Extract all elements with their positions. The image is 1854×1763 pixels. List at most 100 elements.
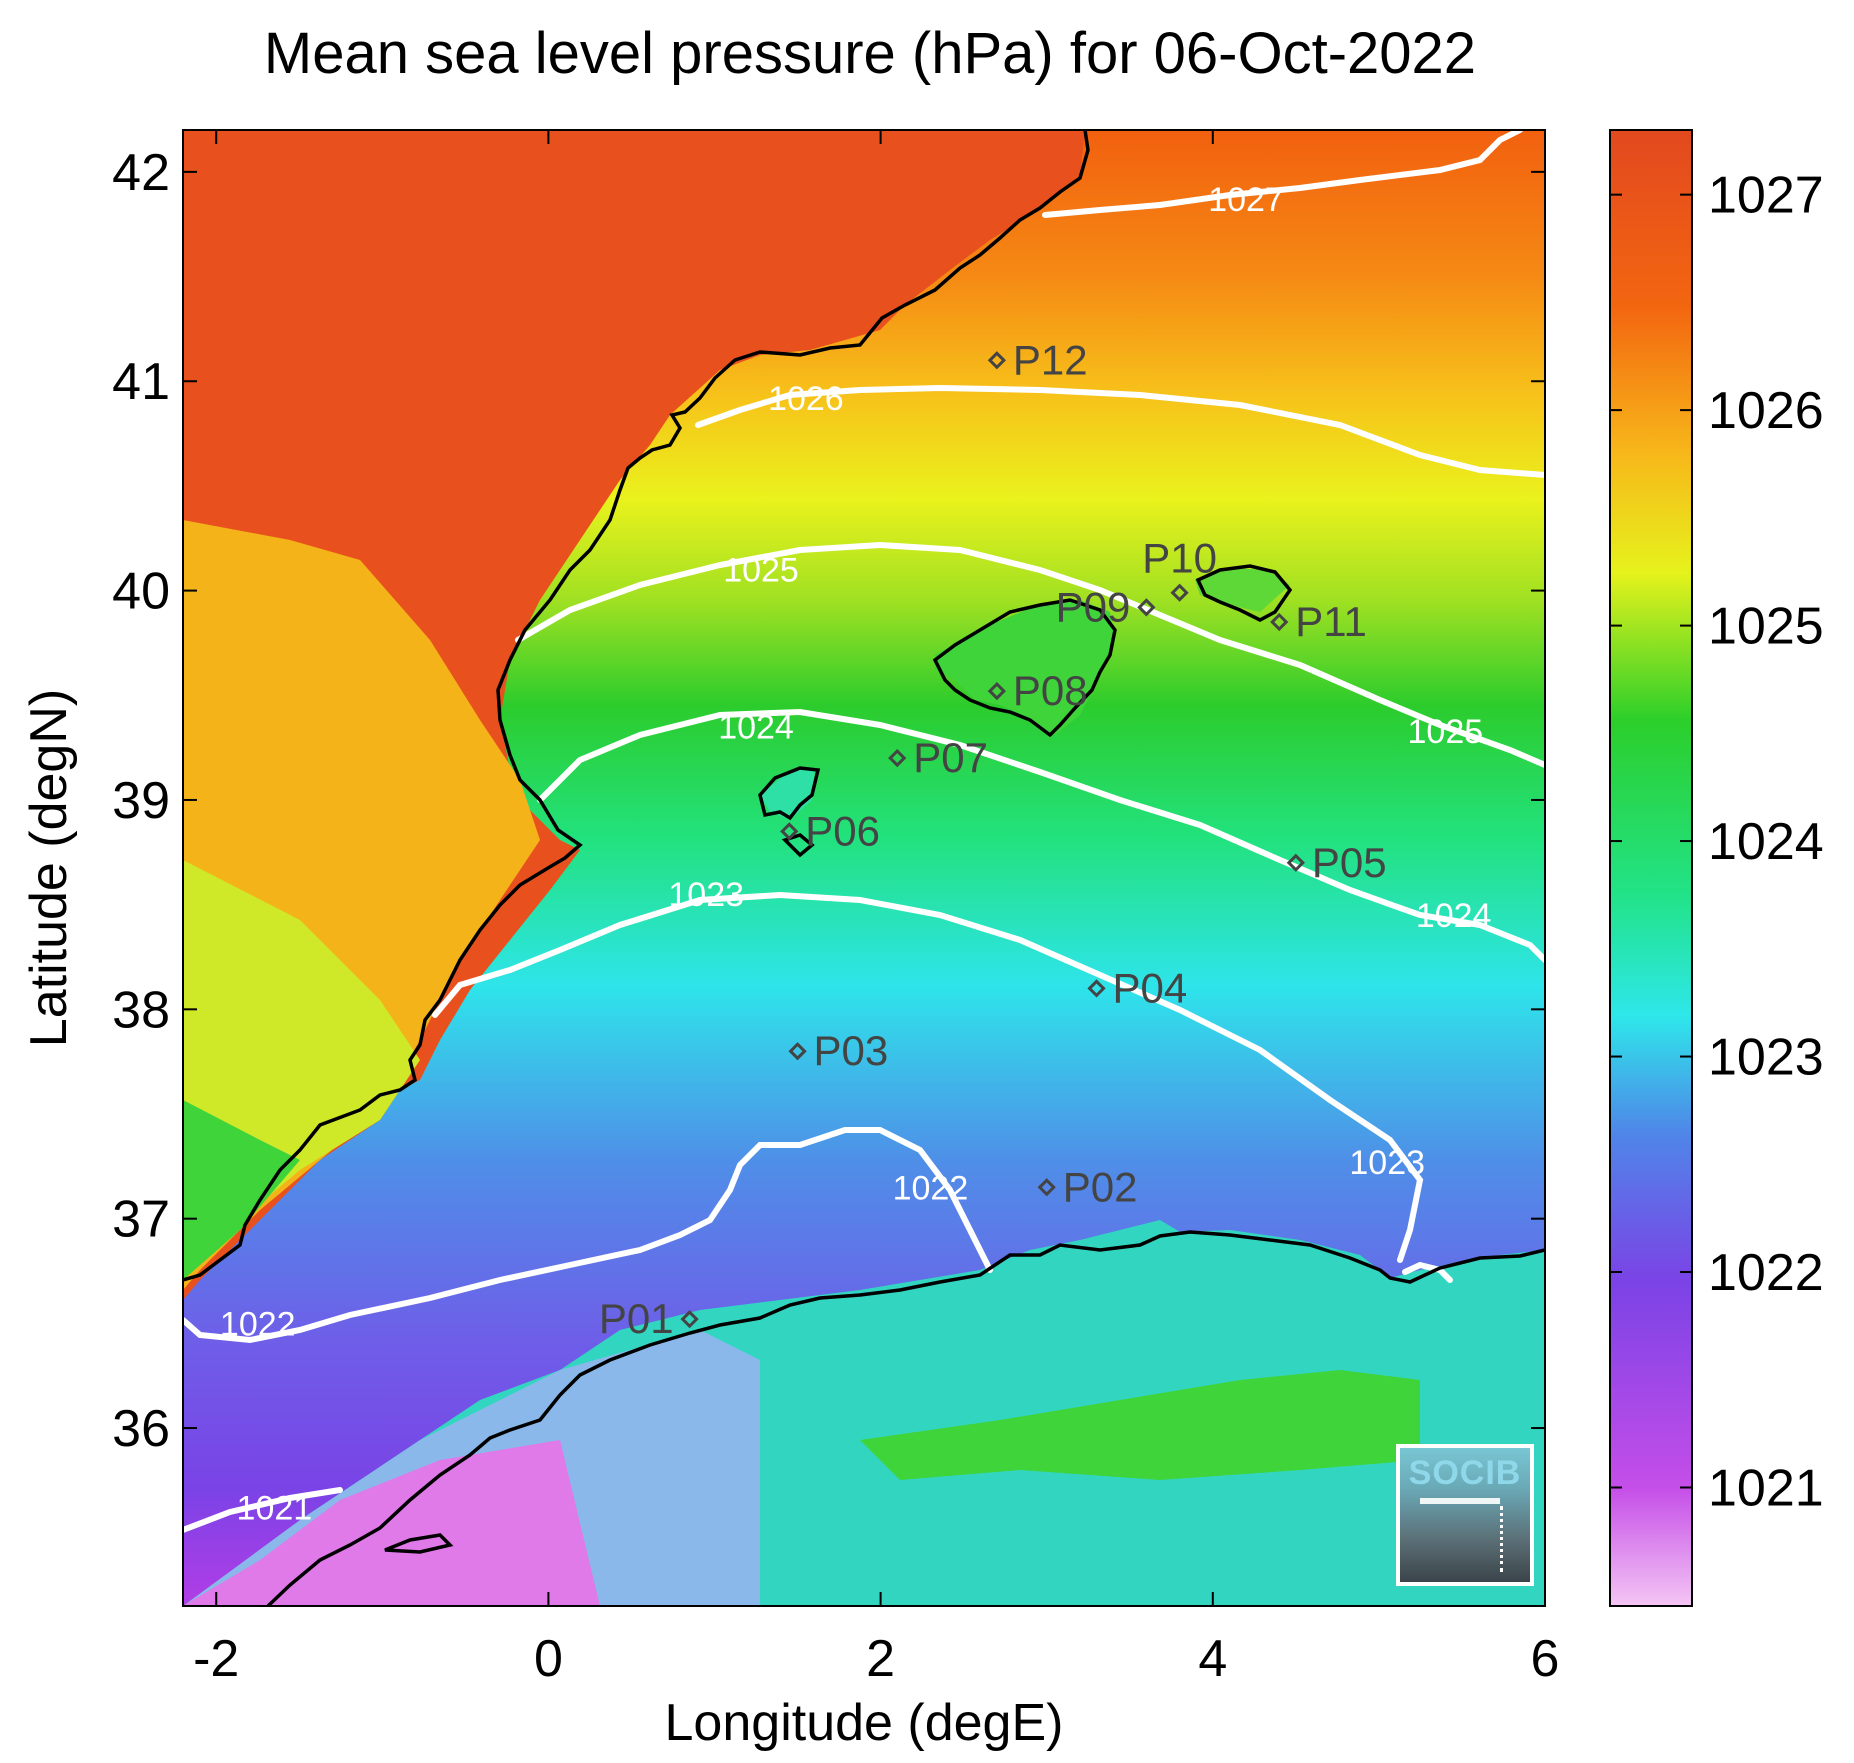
station-p02: P02: [1037, 1163, 1138, 1210]
contour-label: 1022: [893, 1169, 969, 1207]
station-marker: [680, 1310, 699, 1329]
pressure-field: [183, 130, 1545, 1606]
colorbar-tick-label: 1023: [1708, 1029, 1824, 1087]
isobar-1025: [515, 541, 1545, 768]
isobars: [183, 130, 1545, 1533]
y-tick-label: 36: [112, 1400, 170, 1458]
station-p09: P09: [1056, 583, 1156, 630]
land-africa-far-west: [183, 1440, 600, 1606]
colorbar-tick-label: 1027: [1708, 167, 1824, 225]
colorbar: [1609, 129, 1693, 1607]
map-frame: [182, 129, 1546, 1607]
x-tick-label: -2: [193, 1630, 239, 1688]
contour-label: 1026: [768, 380, 844, 418]
contour-label: 1024: [1416, 897, 1492, 935]
station-label: P09: [1056, 583, 1131, 630]
y-tick-label: 37: [112, 1191, 170, 1249]
land-mallorca: [935, 600, 1115, 735]
contour-label: 1022: [220, 1305, 296, 1343]
x-tick-label: 2: [866, 1630, 895, 1688]
x-tick-label: 0: [534, 1630, 563, 1688]
station-p10: P10: [1142, 535, 1217, 602]
station-label: P08: [1013, 667, 1088, 714]
station-p04: P04: [1087, 964, 1188, 1011]
y-tick-label: 40: [112, 563, 170, 621]
station-marker: [1137, 598, 1156, 617]
station-p05: P05: [1286, 839, 1387, 886]
y-tick-label: 38: [112, 981, 170, 1039]
station-p11: P11: [1270, 598, 1367, 645]
y-axis-label: Latitude (degN): [20, 689, 78, 1047]
coastlines: [183, 130, 1545, 1606]
x-axis: -2 0 2 4 6: [193, 130, 1559, 1688]
station-label: P11: [1295, 598, 1367, 645]
station-marker: [888, 748, 907, 768]
station-p12: P12: [987, 336, 1088, 383]
socib-logo-bar: [1420, 1498, 1500, 1504]
coast-mallorca: [932, 598, 1117, 738]
land-ibiza: [760, 768, 815, 820]
station-marker: [1087, 979, 1106, 998]
station-label: P04: [1113, 964, 1188, 1011]
station-marker: [788, 1042, 807, 1061]
contour-label: 1025: [1408, 713, 1484, 751]
x-tick-label: 6: [1531, 1630, 1560, 1688]
station-marker: [1037, 1178, 1056, 1197]
y-tick-label: 41: [112, 353, 170, 411]
station-label: P05: [1312, 839, 1387, 886]
colorbar-tick-label: 1021: [1708, 1459, 1824, 1517]
station-label: P02: [1063, 1163, 1138, 1210]
colorbar-ticks: 1021 1022 1023 1024 1025 1026 1027: [1610, 167, 1824, 1517]
chart-title: Mean sea level pressure (hPa) for 06-Oct…: [263, 21, 1477, 86]
coast-alboran: [384, 1533, 454, 1554]
colorbar-tick-label: 1024: [1708, 813, 1824, 871]
y-tick-label: 39: [112, 772, 170, 830]
station-marker: [780, 822, 799, 841]
station-p08: P08: [987, 667, 1088, 714]
station-label: P10: [1142, 535, 1217, 582]
station-label: P06: [805, 807, 880, 854]
contour-labels: 1027 1026 1025 1025 1024 1024 1023 1023 1022 1022…: [220, 181, 1492, 1528]
y-tick-label: 42: [112, 144, 170, 202]
coast-iberia: [183, 130, 1090, 1282]
colorbar-tick-label: 1026: [1708, 382, 1824, 440]
isobar-1024: [537, 708, 1545, 963]
station-label: P03: [814, 1027, 889, 1074]
colorbar-tick-label: 1022: [1708, 1244, 1824, 1302]
station-label: P01: [599, 1295, 674, 1342]
station-p03: P03: [788, 1027, 889, 1074]
coast-menorca: [1195, 564, 1293, 622]
station-label: P07: [913, 734, 988, 781]
isobar-1021: [183, 1487, 343, 1533]
land-iberia-green: [183, 1100, 300, 1280]
station-label: P12: [1013, 336, 1088, 383]
station-marker: [987, 681, 1007, 701]
contour-label: 1024: [718, 709, 794, 747]
x-axis-label: Longitude (degE): [665, 1694, 1064, 1752]
contour-label: 1023: [1349, 1144, 1425, 1182]
station-p01: P01: [599, 1295, 699, 1342]
station-p07: P07: [888, 734, 988, 781]
land-africa-green: [860, 1370, 1420, 1480]
contour-label: 1027: [1208, 181, 1284, 219]
colorbar-tick-label: 1025: [1708, 598, 1824, 656]
isobar-1027: [1042, 130, 1523, 218]
station-marker: [1270, 612, 1289, 632]
contour-label: 1021: [237, 1490, 313, 1528]
coast-ibiza: [758, 766, 821, 821]
station-marker: [1170, 583, 1189, 602]
x-tick-label: 4: [1198, 1630, 1227, 1688]
isobar-1023: [432, 891, 1424, 1263]
socib-logo-text: SOCIB: [1408, 1454, 1522, 1492]
isobar-1022-east: [183, 1127, 993, 1344]
y-axis: 36 37 38 39 40 41 42: [112, 144, 1545, 1458]
socib-logo: SOCIB: [1396, 1444, 1534, 1586]
isobar-1022-blob: [1402, 1261, 1453, 1283]
socib-logo-mark: [1500, 1506, 1503, 1572]
isobar-1026: [695, 384, 1545, 478]
station-marker: [987, 351, 1007, 370]
contour-label: 1025: [723, 552, 799, 590]
